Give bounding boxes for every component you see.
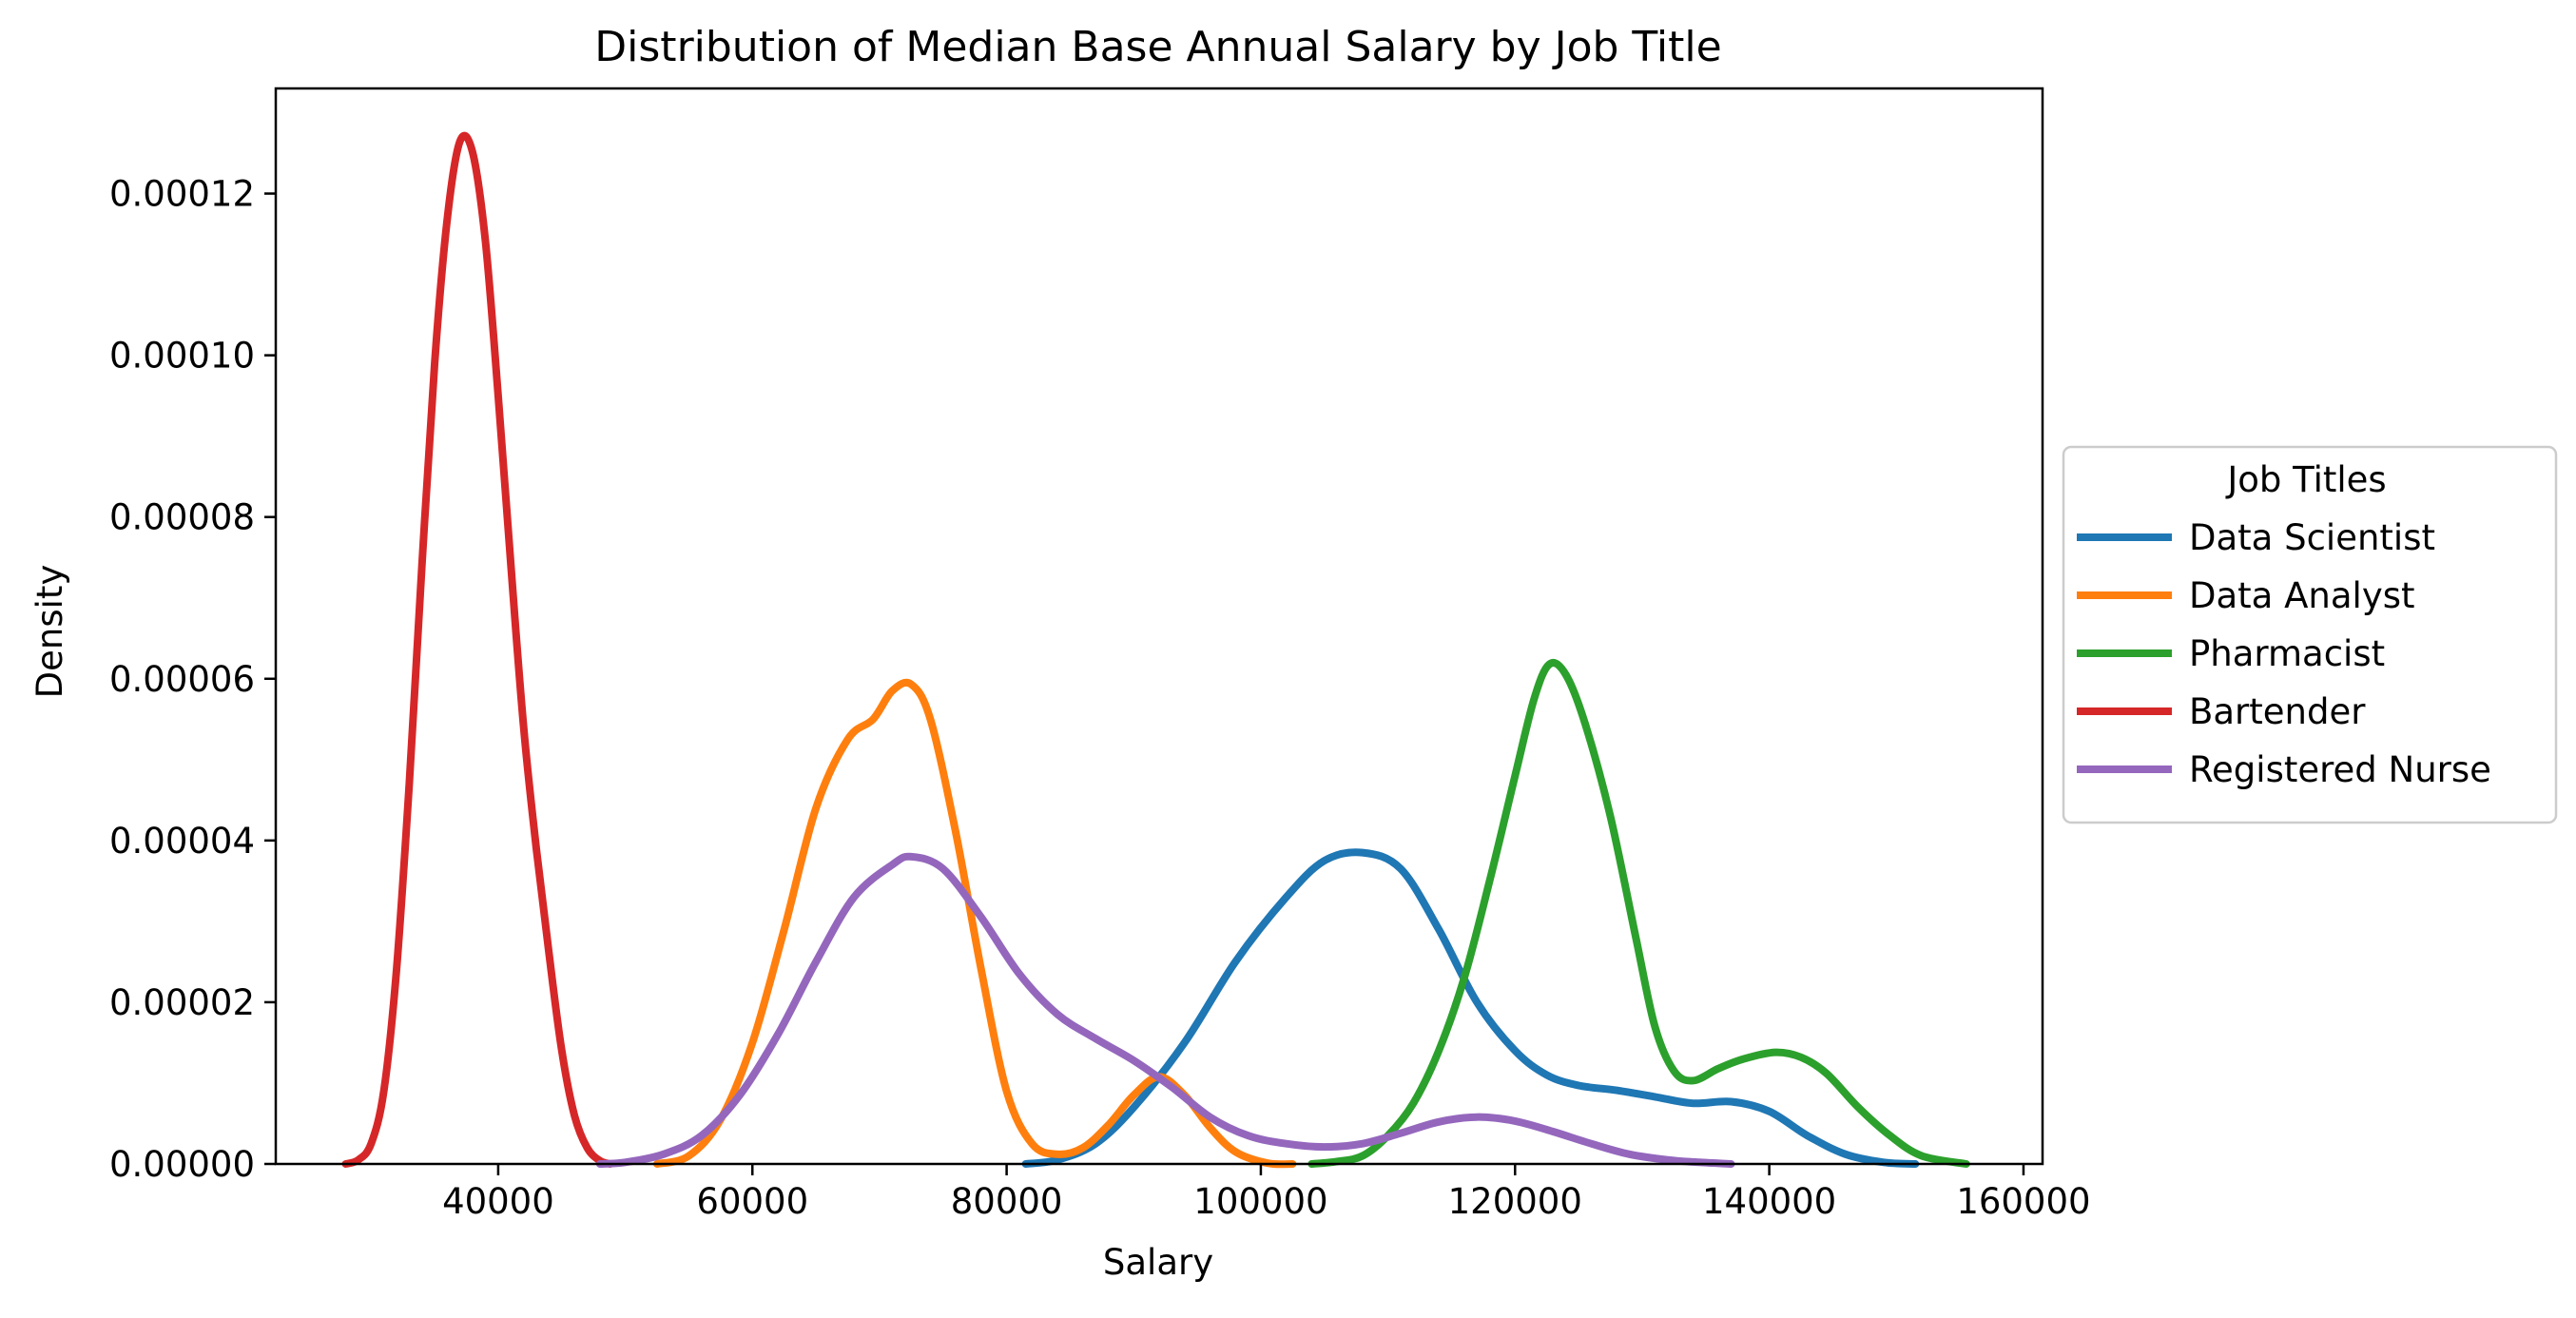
x-tick-label: 60000 <box>696 1181 808 1222</box>
series-line-pharmacist <box>1307 659 1970 1168</box>
chart-title: Distribution of Median Base Annual Salar… <box>594 23 1721 71</box>
plot-frame <box>274 87 2044 1166</box>
y-tick-label: 0.00012 <box>109 174 255 215</box>
legend-label-registered-nurse: Registered Nurse <box>2189 749 2491 790</box>
series-line-bartender <box>341 131 614 1168</box>
x-tick-label: 120000 <box>1448 1181 1582 1222</box>
legend-label-data-analyst: Data Analyst <box>2189 575 2415 616</box>
x-tick-label: 100000 <box>1193 1181 1327 1222</box>
x-tick-label: 40000 <box>442 1181 554 1222</box>
x-axis-label: Salary <box>1103 1242 1213 1283</box>
legend-label-pharmacist: Pharmacist <box>2189 633 2385 674</box>
y-axis-ticks: 0.00000 0.00002 0.00004 0.00006 0.00008 0.000… <box>109 174 276 1185</box>
x-axis-ticks: 40000 60000 80000 100000 120000 140000 160000 <box>442 1164 2091 1222</box>
y-tick-label: 0.00002 <box>109 982 255 1023</box>
x-tick-label: 160000 <box>1956 1181 2090 1222</box>
y-tick-label: 0.00008 <box>109 497 255 538</box>
legend-title: Job Titles <box>2225 459 2386 500</box>
y-tick-label: 0.00000 <box>109 1144 255 1185</box>
legend-box <box>2062 445 2558 824</box>
y-axis-label: Density <box>29 565 70 699</box>
x-tick-label: 80000 <box>951 1181 1063 1222</box>
series-line-data-scientist <box>1021 848 1920 1168</box>
legend: Job Titles Data Scientist Data Analyst Phar… <box>2062 445 2558 824</box>
y-tick-label: 0.00004 <box>109 821 255 862</box>
series-layer <box>341 131 1970 1169</box>
x-tick-label: 140000 <box>1702 1181 1836 1222</box>
y-tick-label: 0.00006 <box>109 659 255 700</box>
legend-label-data-scientist: Data Scientist <box>2189 517 2435 558</box>
legend-label-bartender: Bartender <box>2189 691 2366 732</box>
y-tick-label: 0.00010 <box>109 336 255 377</box>
series-line-registered-nurse <box>595 852 1735 1168</box>
